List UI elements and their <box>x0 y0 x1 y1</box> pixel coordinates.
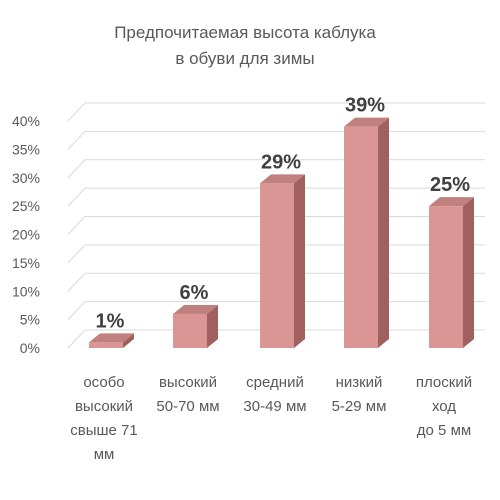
y-tick-label: 30% <box>12 170 40 186</box>
bar-front <box>429 206 463 348</box>
y-tick-label: 35% <box>12 141 40 157</box>
category-label: высокий 50-70 мм <box>156 374 219 415</box>
bar-side <box>294 174 305 348</box>
data-label: 29% <box>261 151 301 173</box>
bar <box>344 117 389 348</box>
category-label: низкий 5-29 мм <box>332 374 387 415</box>
bar-front <box>89 342 123 348</box>
bar-side <box>207 304 218 348</box>
y-tick-label: 15% <box>12 255 40 271</box>
chart-title-line-1: Предпочитаемая высота каблука <box>114 23 376 42</box>
category-label-line: 30-49 мм <box>243 398 306 415</box>
bar-front <box>173 313 207 348</box>
category-label-line: 50-70 мм <box>156 398 219 415</box>
bar-top <box>344 117 389 127</box>
bar-front <box>260 183 294 348</box>
chart-title-line-2: в обуви для зимы <box>175 49 314 68</box>
category-label-line: свыше 71 <box>70 422 137 439</box>
bar-side <box>463 197 474 348</box>
category-label-line: низкий <box>336 374 383 391</box>
data-labels: 1% 6% 29% 39% 25% <box>96 95 471 333</box>
category-label-line: ход <box>432 398 456 415</box>
category-label-line: особо <box>83 374 124 391</box>
gridline <box>67 102 485 122</box>
category-label-line: высокий <box>159 374 217 391</box>
bar-front <box>344 126 378 348</box>
category-label-line: до 5 мм <box>417 422 471 439</box>
y-tick-label: 5% <box>20 312 40 328</box>
category-label-line: средний <box>246 374 304 391</box>
y-axis: 0% 5% 10% 15% 20% 25% 30% 35% 40% <box>12 113 40 356</box>
category-label: особо высокий свыше 71 мм <box>70 374 137 463</box>
bar-top <box>260 174 305 184</box>
data-label: 6% <box>180 282 209 304</box>
data-label: 1% <box>96 310 125 332</box>
bar-top <box>429 197 474 207</box>
category-label-line: мм <box>94 446 115 463</box>
category-label: средний 30-49 мм <box>243 374 306 415</box>
y-tick-label: 40% <box>12 113 40 129</box>
bar-top <box>173 304 218 314</box>
category-label: плоский ход до 5 мм <box>416 374 472 439</box>
gridlines <box>67 102 485 349</box>
y-tick-label: 20% <box>12 227 40 243</box>
bar-side <box>123 333 134 348</box>
bar <box>89 333 134 348</box>
y-tick-label: 10% <box>12 283 40 299</box>
y-tick-label: 25% <box>12 198 40 214</box>
bar <box>173 304 218 348</box>
bar-side <box>378 117 389 348</box>
data-label: 39% <box>345 95 385 117</box>
chart-title: Предпочитаемая высота каблука в обуви дл… <box>114 23 376 68</box>
category-label-line: высокий <box>75 398 133 415</box>
gridline <box>67 130 485 150</box>
x-axis: особо высокий свыше 71 мм высокий 50-70 мм сре… <box>70 374 472 463</box>
bar-top <box>89 333 134 343</box>
y-tick-label: 0% <box>20 340 40 356</box>
bar <box>429 197 474 348</box>
category-label-line: плоский <box>416 374 472 391</box>
bar <box>260 174 305 348</box>
category-label-line: 5-29 мм <box>332 398 387 415</box>
data-label: 25% <box>430 174 470 196</box>
bars <box>89 117 474 348</box>
